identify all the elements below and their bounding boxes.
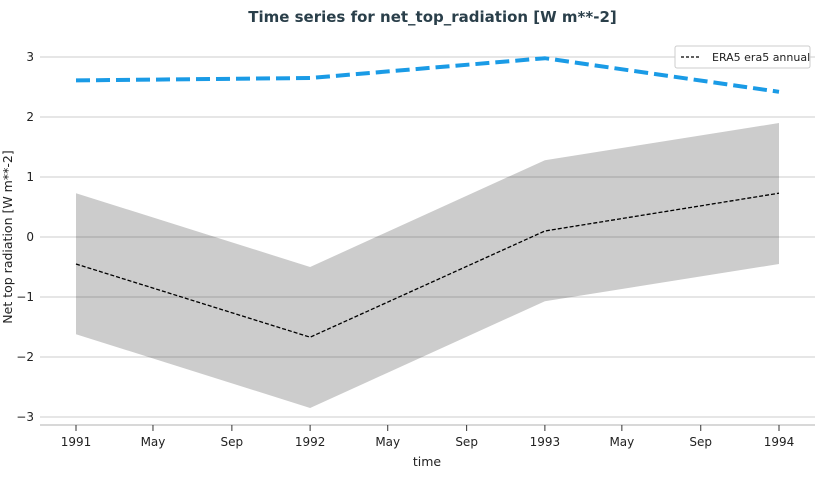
y-tick-label: 1	[26, 170, 34, 184]
x-tick-label: May	[609, 435, 634, 449]
x-tick-label: May	[375, 435, 400, 449]
x-axis-label: time	[413, 454, 442, 469]
series-line-era5	[75, 192, 780, 338]
y-tick-label: −2	[16, 350, 34, 364]
x-tick-label: 1991	[61, 435, 92, 449]
x-tick-label: May	[141, 435, 166, 449]
x-tick-label: 1992	[295, 435, 326, 449]
uncertainty-band	[76, 123, 779, 408]
y-tick-label: 2	[26, 110, 34, 124]
legend-box	[674, 45, 811, 69]
y-axis-label: Net top radiation [W m**-2]	[0, 150, 15, 323]
x-tick-label: Sep	[221, 435, 244, 449]
legend-label: ERA5 era5 annual	[712, 51, 810, 64]
chart-title: Time series for net_top_radiation [W m**…	[248, 8, 617, 26]
x-tick-label: 1993	[530, 435, 561, 449]
x-tick-label: Sep	[689, 435, 712, 449]
y-tick-label: 3	[26, 50, 34, 64]
y-tick-label: 0	[26, 230, 34, 244]
y-tick-label: −3	[16, 410, 34, 424]
y-tick-label: −1	[16, 290, 34, 304]
x-tick-label: Sep	[455, 435, 478, 449]
series-line-blue	[75, 56, 780, 94]
x-tick-label: 1994	[764, 435, 795, 449]
